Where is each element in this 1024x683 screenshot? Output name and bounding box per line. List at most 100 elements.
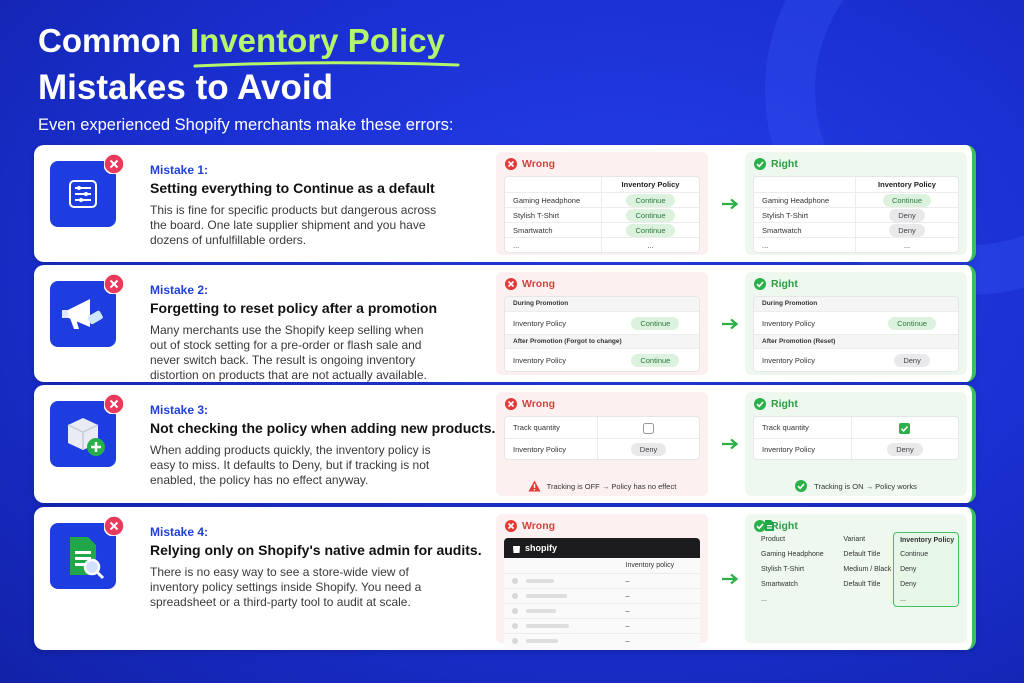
panel-box: Track quantity Inventory Policy Deny (753, 416, 959, 460)
admin-bar: shopify (504, 538, 700, 558)
table-row: Smartwatch Continue (505, 222, 699, 237)
blurred-row (504, 638, 626, 644)
policy-row: Inventory Policy Deny (505, 438, 699, 459)
blurred-row (504, 593, 626, 599)
blurred-row (504, 578, 626, 584)
admin-row: – (504, 618, 700, 633)
admin-row: – (504, 633, 700, 648)
blur-dot (512, 578, 518, 584)
policy-pill: Continue (626, 208, 675, 222)
product-name: Smartwatch (754, 223, 856, 237)
panel-label: Wrong (522, 278, 556, 290)
field-name: Inventory Policy (762, 355, 815, 365)
mistake-card: Mistake 3: Not checking the policy when a… (34, 385, 976, 503)
mistake-icon (50, 401, 116, 467)
note-text: Tracking is ON → Policy works (814, 481, 917, 491)
arrow (722, 198, 739, 209)
product-name: Gaming Headphone (754, 193, 856, 207)
mistake-heading: Not checking the policy when adding new … (150, 420, 496, 436)
field-name: Track quantity (754, 417, 852, 438)
policy-cell: Continue (602, 193, 699, 207)
blurred-row (504, 608, 626, 614)
admin-row: – (504, 603, 700, 618)
policy-row: Inventory Policy Deny (754, 438, 958, 459)
panel-label: Wrong (522, 398, 556, 410)
right-panel: Right Product Variant Inventory Policy Gamin… (745, 514, 967, 643)
policy-cell: Continue (602, 223, 699, 237)
brand-logo (513, 546, 520, 553)
policy-pill: Deny (894, 353, 930, 367)
status-icon (505, 520, 517, 532)
panel-box: Inventory Policy Gaming Headphone Continue… (753, 176, 959, 253)
mistake-body: There is no easy way to see a store-wide… (150, 565, 422, 609)
mistake-label: Mistake 3: (150, 403, 209, 417)
sheet-cell: Deny (893, 562, 959, 577)
sheet-cell: Default Title (843, 581, 881, 588)
track-row: Track quantity (754, 417, 958, 438)
sheet-cell: Default Title (843, 551, 881, 558)
error-badge (104, 394, 124, 414)
checkbox-cell (598, 420, 699, 436)
sheet-row: Smartwatch Default Title Deny (753, 577, 959, 592)
policy-pill: Deny (889, 208, 925, 222)
sheet-cell: Medium / Black (843, 566, 892, 573)
table-header: Inventory Policy (754, 177, 958, 192)
policy-cell: – (625, 622, 630, 630)
field-name: Inventory Policy (762, 318, 815, 328)
right-panel: Right During Promotion Inventory Policy Con… (745, 272, 967, 375)
mistake-icon (50, 523, 116, 589)
column-header: Inventory policy (625, 562, 675, 569)
policy-cell: Deny (856, 223, 958, 237)
table-row: ...... (754, 237, 958, 252)
status-note: Tracking is ON → Policy works (745, 480, 967, 492)
table-row: Gaming Headphone Continue (505, 192, 699, 207)
sheet-cell: Gaming Headphone (761, 551, 824, 558)
status-icon (505, 278, 517, 290)
checkbox (899, 422, 911, 434)
table-row: Smartwatch Deny (754, 222, 958, 237)
error-badge (104, 516, 124, 536)
policy-pill: Deny (887, 442, 923, 456)
mistake-heading: Relying only on Shopify's native admin f… (150, 542, 482, 558)
value-cell: Deny (598, 442, 699, 456)
status-icon (754, 398, 766, 410)
track-row: Track quantity (505, 417, 699, 438)
sheet-cell: ... (761, 596, 767, 603)
sheet-cell: Smartwatch (761, 581, 798, 588)
product-name: Smartwatch (505, 223, 602, 237)
admin-row: – (504, 573, 700, 588)
product-name: ... (505, 238, 602, 252)
admin-header: Inventory policy (504, 558, 700, 573)
blur-dot (512, 623, 518, 629)
policy-pill: Continue (631, 353, 680, 367)
sheet-cell: Deny (893, 577, 959, 592)
sheet-cell: Continue (893, 547, 959, 562)
mistake-label: Mistake 4: (150, 525, 209, 539)
admin-row: – (504, 588, 700, 603)
status-note: Tracking is OFF → Policy has no effect (496, 480, 708, 492)
policy-cell: – (625, 637, 630, 645)
right-panel: Right Track quantity Inventory Policy Deny T… (745, 392, 967, 496)
section-title: During Promotion (505, 297, 699, 311)
section-row: Inventory Policy Deny (754, 348, 958, 371)
table-row: Stylish T-Shirt Deny (754, 207, 958, 222)
mistake-heading: Setting everything to Continue as a defa… (150, 180, 435, 196)
panel-box: Track quantity Inventory Policy Deny (504, 416, 700, 460)
sheet-header: Product Variant Inventory Policy (753, 532, 959, 547)
mistake-icon (50, 281, 116, 347)
sheet-cell: Variant (843, 536, 866, 543)
panel-label: Wrong (522, 158, 556, 170)
wrong-panel: Wrong During Promotion Inventory Policy Con… (496, 272, 708, 375)
panel-box: Product Variant Inventory Policy Gaming Hea… (753, 520, 959, 607)
column-header: Inventory Policy (621, 180, 680, 189)
policy-cell: Continue (602, 208, 699, 222)
panel-label: Right (771, 278, 798, 290)
mistake-label: Mistake 2: (150, 283, 209, 297)
sheet-cell (835, 592, 893, 607)
field-name: Inventory Policy (513, 318, 566, 328)
checkbox-cell (852, 420, 958, 436)
mistake-label: Mistake 1: (150, 163, 209, 177)
panel-label: Wrong (522, 520, 556, 532)
blur-dot (512, 608, 518, 614)
